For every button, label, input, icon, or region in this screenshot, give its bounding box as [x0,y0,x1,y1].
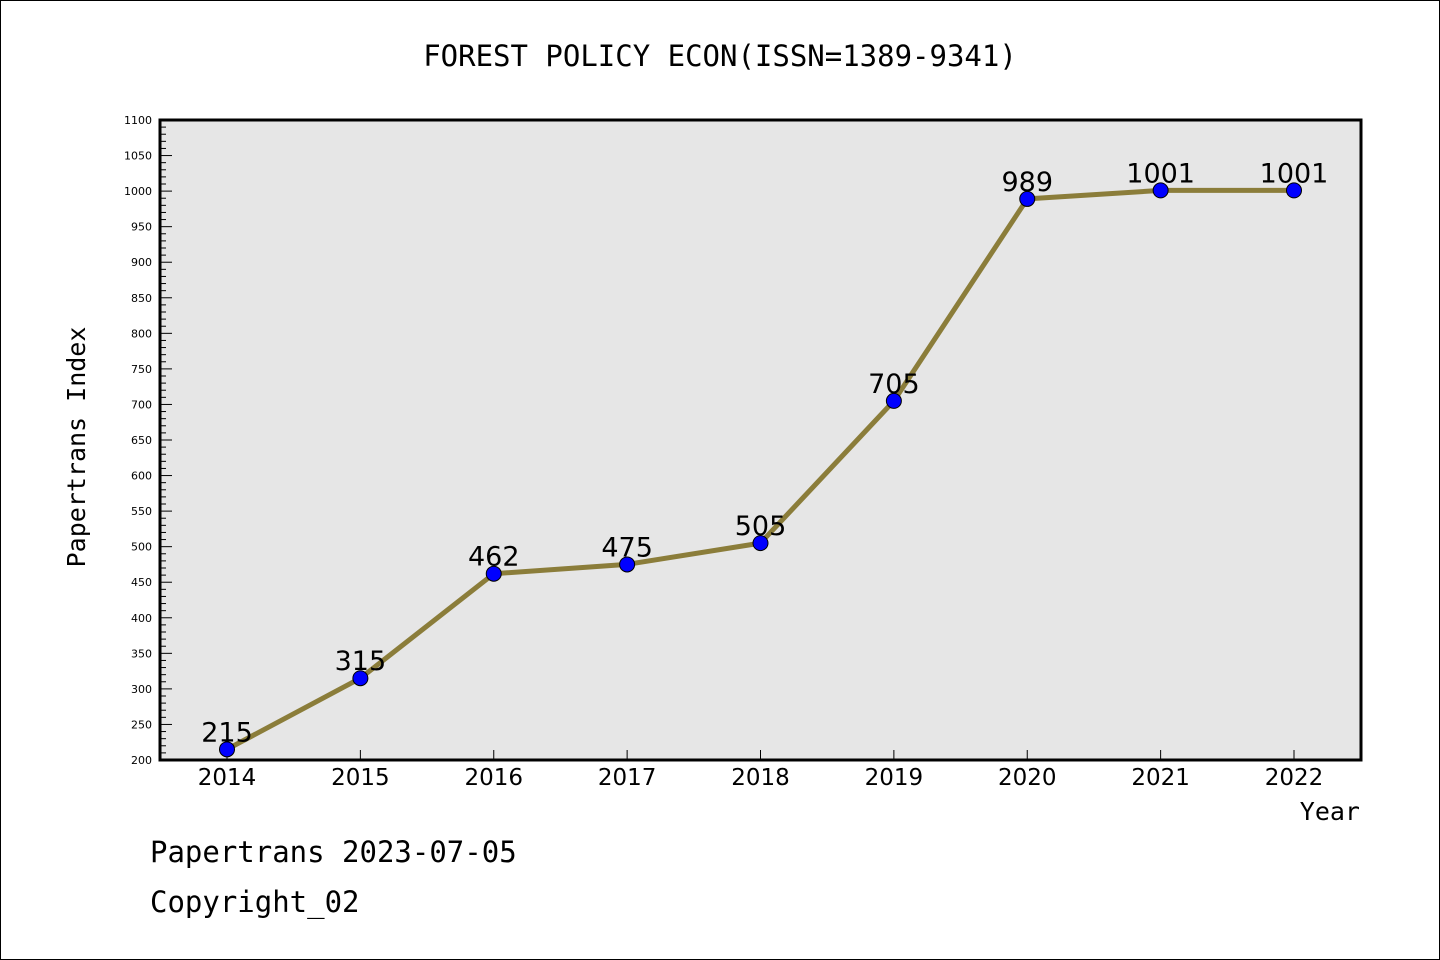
y-tick-label: 250 [131,718,152,731]
x-axis: 2014 2015 2016 2017 2018 2019 2020 2021 2022 [198,750,1324,791]
y-tick-label: 400 [131,612,152,625]
y-tick-label: 600 [131,470,152,483]
data-label: 215 [201,717,253,748]
footer-copyright: Copyright_02 [150,885,360,919]
y-tick-label: 1000 [124,185,152,198]
data-label: 1001 [1126,158,1195,189]
x-axis-label: Year [1300,797,1360,826]
y-tick-label: 900 [131,256,152,269]
data-labels: 215 315 462 475 505 705 989 1001 1001 [201,158,1328,748]
x-tick-label: 2021 [1131,765,1190,791]
data-label: 705 [868,369,920,400]
y-tick-label: 300 [131,683,152,696]
y-tick-label: 1100 [124,114,152,127]
data-label: 315 [335,646,387,677]
x-tick-label: 2014 [198,765,257,791]
data-label: 1001 [1260,158,1329,189]
plot-area [158,118,1363,762]
x-tick-label: 2020 [998,765,1057,791]
x-tick-label: 2015 [331,765,390,791]
data-point [219,741,235,758]
x-tick-label: 2016 [464,765,523,791]
data-point [619,556,636,573]
y-tick-label: 500 [131,541,152,554]
footer-date: Papertrans 2023-07-05 [150,835,517,869]
y-axis: 200 250 300 350 400 450 500 550 600 650 700 750 800 8… [124,114,172,767]
data-label: 505 [735,511,787,542]
y-tick-label: 850 [131,292,152,305]
chart-title: FOREST POLICY ECON(ISSN=1389-9341) [423,39,1017,73]
x-tick-label: 2019 [865,765,924,791]
data-point [885,392,902,409]
x-tick-label: 2017 [598,765,657,791]
y-tick-label: 550 [131,505,152,518]
y-tick-label: 350 [131,647,152,660]
data-label: 989 [1001,167,1053,198]
y-tick-label: 450 [131,576,152,589]
data-point [485,565,502,582]
y-tick-label: 750 [131,363,152,376]
y-axis-label: Papertrans Index [62,327,91,568]
data-point [1286,182,1302,199]
y-tick-label: 1050 [124,150,152,163]
y-tick-label: 950 [131,221,152,234]
data-points [219,182,1302,758]
y-tick-label: 650 [131,434,152,447]
data-point [752,535,769,552]
data-label: 475 [601,532,653,563]
data-point [352,670,369,687]
y-tick-label: 800 [131,327,152,340]
data-label: 462 [468,542,520,573]
data-point [1019,190,1036,207]
x-tick-label: 2018 [731,765,790,791]
x-tick-label: 2022 [1265,765,1324,791]
y-tick-label: 700 [131,398,152,411]
y-tick-label: 200 [131,754,152,767]
data-point [1152,182,1169,199]
